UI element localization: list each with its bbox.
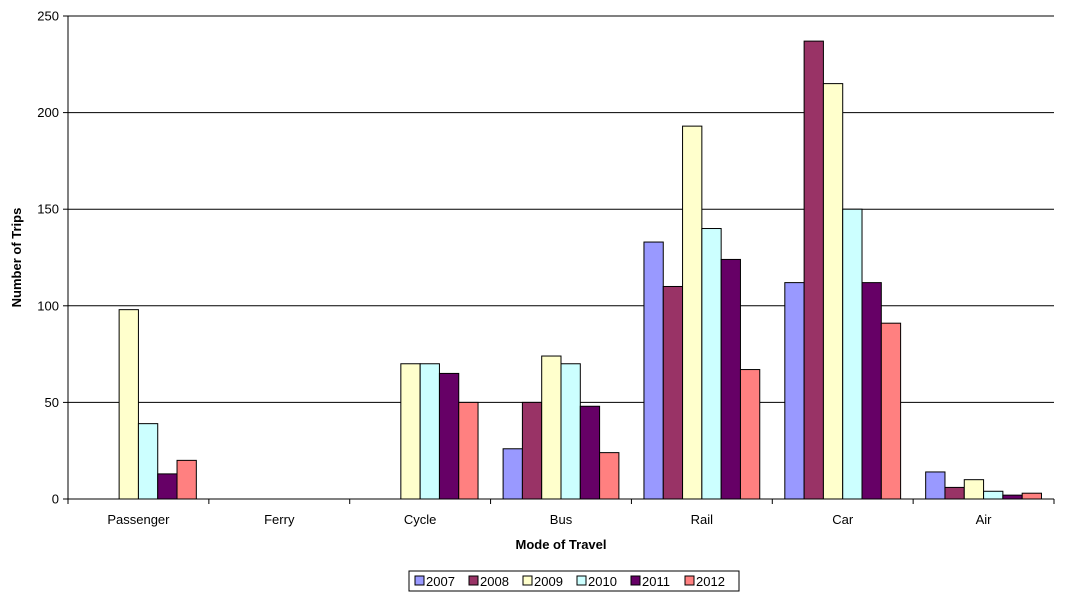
legend-swatch-2012	[684, 575, 695, 586]
y-tick-label: 100	[37, 298, 59, 313]
y-axis-title: Number of Trips	[9, 208, 24, 308]
bar-bus-2008	[521, 401, 543, 500]
gridlines	[68, 15, 1054, 403]
x-tick-label: Air	[976, 512, 993, 527]
bar-car-2012	[880, 322, 902, 500]
legend-label-2011: 2011	[642, 574, 670, 589]
bar-rail-2011	[720, 258, 741, 500]
bar-cycle-2012	[458, 401, 479, 500]
bar-air-2012	[1021, 492, 1042, 500]
bar-passenger-2010	[137, 423, 159, 500]
bar-bus-2007	[502, 448, 523, 500]
legend-swatch-2007	[414, 575, 425, 586]
y-tick-label: 0	[52, 492, 59, 507]
legend-label-2012: 2012	[696, 574, 725, 589]
bar-cycle-2011	[438, 372, 460, 500]
bar-car-2010	[842, 208, 863, 500]
bar-bus-2012	[599, 452, 620, 500]
legend-label-2009: 2009	[534, 574, 563, 589]
bar-rail-2007	[643, 241, 664, 500]
bar-air-2011	[1002, 494, 1023, 500]
bar-passenger-2012	[176, 459, 197, 500]
x-tick-labels: Passenger Ferry Cycle Bus Rail Car Air	[107, 512, 992, 527]
legend-swatch-2008	[468, 575, 479, 586]
x-axis-title: Mode of Travel	[515, 537, 606, 552]
bar-rail-2008	[662, 285, 684, 500]
x-tick-label: Ferry	[264, 512, 295, 527]
y-tick-labels: 0 50 100 150 200 250	[37, 9, 59, 507]
y-tick-label: 150	[37, 202, 59, 217]
legend-label-2010: 2010	[588, 574, 617, 589]
x-tick-label: Car	[832, 512, 854, 527]
bar-bus-2010	[560, 363, 581, 500]
legend-label-2007: 2007	[426, 574, 455, 589]
legend-label-2008: 2008	[480, 574, 509, 589]
bar-cycle-2010	[419, 363, 440, 500]
x-tick-label: Bus	[550, 512, 573, 527]
bar-rail-2012	[739, 369, 761, 500]
x-tick-label: Passenger	[107, 512, 170, 527]
bar-air-2007	[925, 471, 946, 500]
bar-bus-2009	[541, 355, 562, 500]
bar-air-2009	[963, 479, 985, 500]
legend-swatch-2011	[630, 575, 641, 586]
bar-rail-2009	[682, 125, 703, 500]
legend-box	[408, 570, 740, 592]
legend-swatch-2010	[576, 575, 587, 586]
legend: 2007 2008 2009 2010 2011 2012	[408, 570, 740, 592]
x-tick-label: Cycle	[404, 512, 437, 527]
x-tick-label: Rail	[691, 512, 714, 527]
bar-air-2008	[944, 486, 965, 500]
bar-air-2010	[983, 490, 1004, 500]
bar-car-2009	[822, 83, 844, 500]
bar-car-2008	[803, 40, 824, 500]
bar-cycle-2009	[400, 363, 421, 500]
bar-passenger-2011	[157, 473, 178, 500]
axes	[63, 15, 1055, 504]
bars	[118, 40, 1042, 500]
legend-swatch-2009	[522, 575, 533, 586]
y-tick-label: 200	[37, 105, 59, 120]
bar-car-2011	[861, 282, 882, 500]
y-tick-label: 250	[37, 9, 59, 24]
y-tick-label: 50	[45, 395, 59, 410]
bar-passenger-2009	[118, 309, 139, 500]
bar-car-2007	[784, 282, 805, 500]
bar-bus-2011	[579, 405, 601, 500]
bar-rail-2010	[701, 228, 722, 500]
